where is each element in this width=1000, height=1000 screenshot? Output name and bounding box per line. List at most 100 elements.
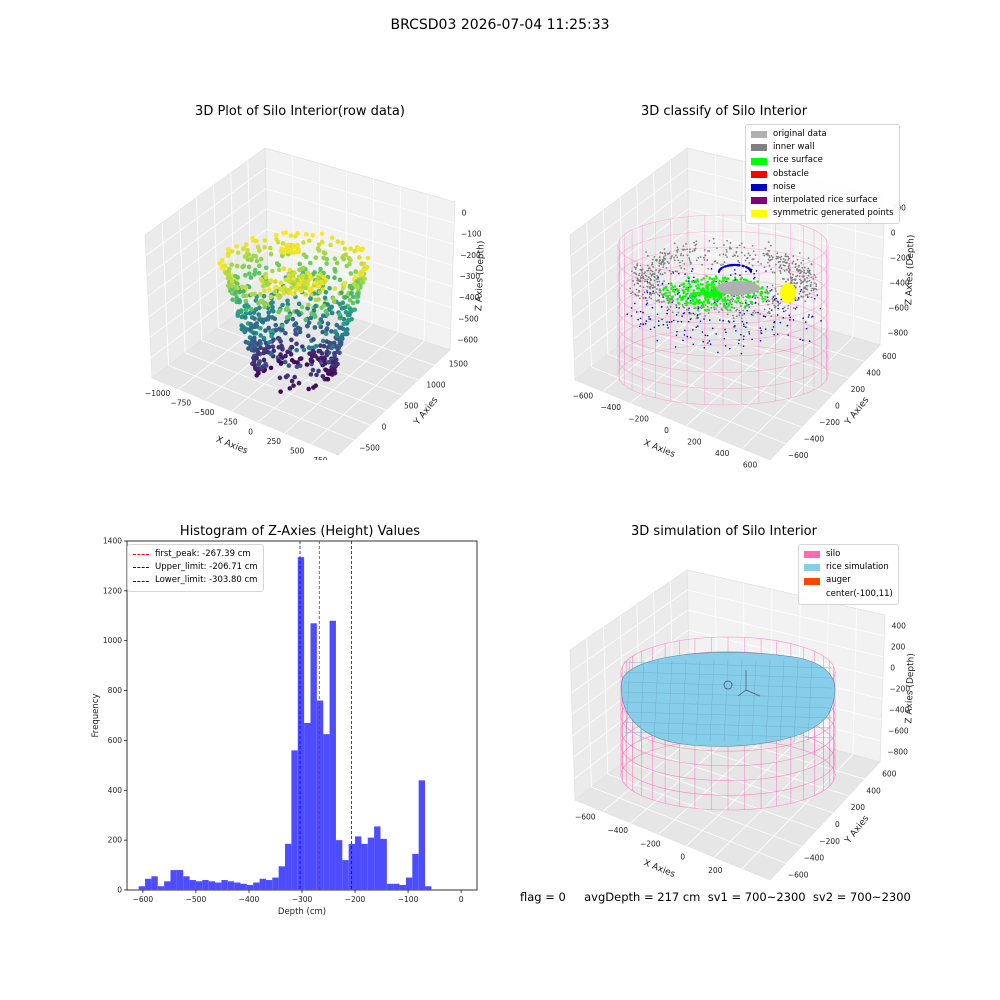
noise-point [733,295,735,297]
noise-point [742,345,745,348]
rice-surface-point [705,281,708,284]
rice-surface-point [726,298,729,301]
data-point [280,355,285,360]
inner-wall-point [803,290,806,293]
noise-point [724,345,727,347]
histogram-bar [425,886,432,890]
inner-wall-point [630,292,632,295]
mesh-line [623,731,833,739]
rice-surface-point [706,283,709,287]
inner-wall-point [752,311,754,314]
classify-plot-title: 3D classify of Silo Interior [640,104,808,119]
data-point [308,372,314,377]
histogram-bar [285,843,292,890]
data-point [287,386,293,391]
legend-swatch [804,551,820,559]
data-point [307,238,312,244]
figure-title: BRCSD03 2026-07-04 11:25:33 [390,17,610,33]
x-tick-label: −200 [345,895,366,904]
data-point [365,255,371,261]
y-tick-label: 0 [117,886,122,895]
inner-wall-point [650,275,653,277]
noise-point [687,280,690,282]
legend-entry: inner wall [751,141,894,154]
noise-point [731,263,735,267]
inner-wall-point [729,246,731,249]
z-tick-label: −600 [457,335,478,344]
inner-wall-point [732,298,735,301]
data-point [280,302,285,308]
legend-swatch [751,144,767,152]
noise-point [777,301,779,303]
inner-wall-point [666,261,669,263]
inner-wall-point [706,305,709,308]
data-point [310,348,316,354]
data-point [356,246,361,252]
inner-wall-point [677,259,680,262]
inner-wall-point [652,284,654,287]
data-point [278,389,283,394]
noise-point [717,351,719,354]
inner-wall-point [701,263,704,266]
grid-line [658,313,772,415]
noise-point [639,310,642,313]
inner-wall-point [729,241,732,244]
inner-wall-point [648,281,651,284]
rice-surface-point [759,294,762,297]
grid-line [571,609,689,694]
noise-point [692,343,695,346]
noise-point [645,320,648,322]
inner-wall-point [798,252,801,254]
inner-wall-point [807,270,810,273]
data-point [222,263,228,268]
noise-point [744,302,747,304]
inner-wall-point [754,311,757,314]
noise-point [690,270,693,272]
data-point [332,256,338,262]
data-point [348,246,353,252]
inner-wall-point [799,282,802,285]
inner-wall-point [726,309,729,312]
inner-wall-point [771,256,774,259]
noise-point [728,321,731,323]
noise-point [630,307,633,309]
inner-wall-point [808,292,811,295]
noise-point [742,338,745,341]
rice-surface-point [702,287,705,290]
data-point [309,311,314,317]
noise-point [675,334,678,337]
rice-surface-point [682,285,686,289]
noise-point [646,291,649,294]
inner-wall-point [689,263,692,265]
inner-wall-point [770,268,773,271]
grid-line [184,352,371,426]
inner-wall-point [646,269,649,272]
noise-point [765,270,767,272]
rice-surface-point [689,294,692,297]
data-point [229,283,235,288]
inner-wall-point [784,259,787,261]
noise-point [695,326,698,329]
data-point [280,345,285,351]
inner-wall-point [635,294,638,297]
data-point [226,247,231,252]
data-point [352,281,357,287]
noise-point [760,329,762,332]
noise-point [757,311,759,314]
grid-line [586,222,592,368]
inner-wall-point [665,267,668,269]
legend-label: auger [826,575,851,586]
rice-surface-point [696,308,700,312]
data-point [294,332,299,337]
legend-entry: center(-100,11) [804,588,893,601]
inner-wall-point [806,285,809,287]
noise-point [742,323,745,326]
inner-wall-point [777,261,780,263]
inner-wall-point [635,273,638,276]
data-point [328,242,333,248]
data-point [256,341,261,346]
mesh-line [695,659,701,743]
legend-entry: interpolated rice surface [751,194,894,207]
inner-wall-point [664,254,667,257]
inner-wall-point [801,270,803,273]
